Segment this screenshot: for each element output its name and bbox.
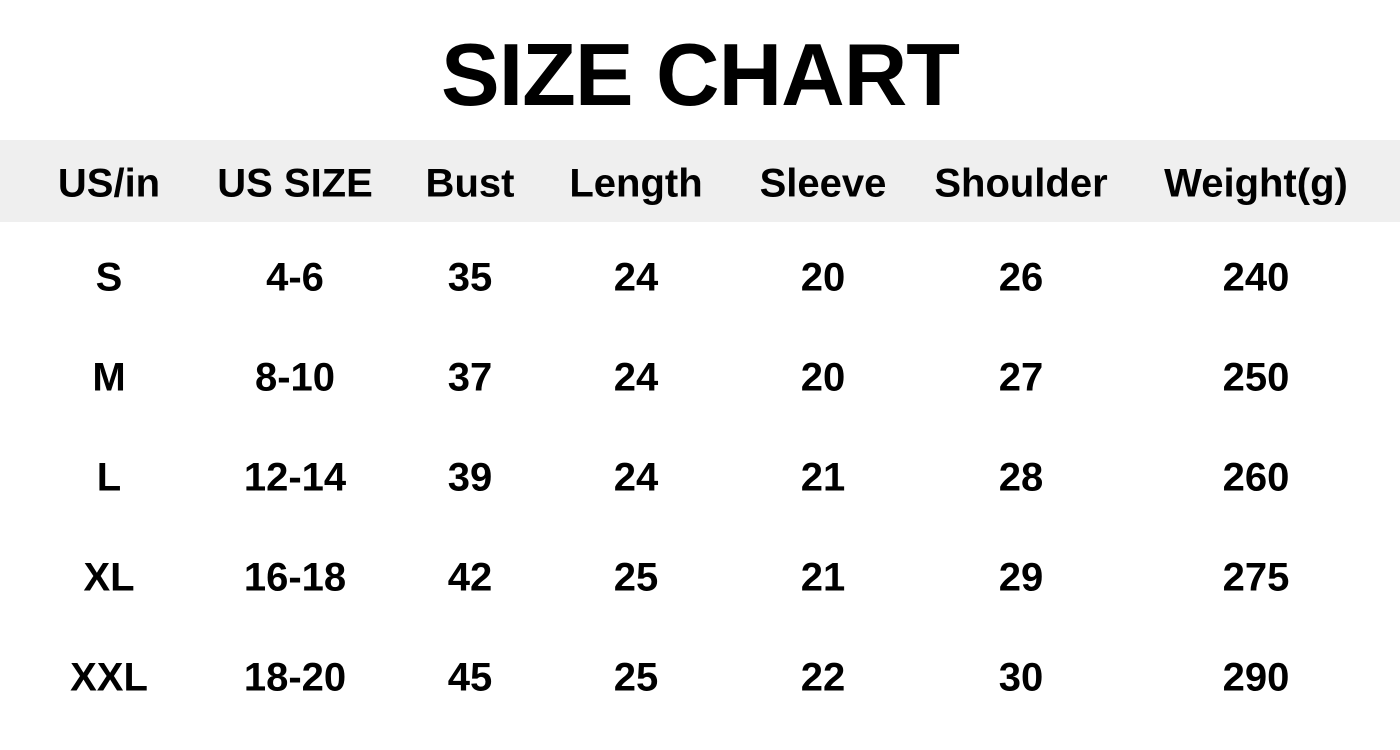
- table-cell: 27: [998, 355, 1044, 400]
- table-cell: S: [95, 255, 123, 300]
- table-cell: 28: [998, 455, 1044, 500]
- table-cell: 275: [1222, 555, 1290, 600]
- table-cell: 45: [447, 655, 493, 700]
- table-cell: 22: [800, 655, 846, 700]
- table-cell: 21: [800, 455, 846, 500]
- column-header: US/in: [57, 161, 161, 206]
- table-cell: 24: [613, 255, 659, 300]
- table-cell: 4-6: [266, 255, 324, 300]
- table-cell: 26: [998, 255, 1044, 300]
- table-cell: 35: [447, 255, 493, 300]
- table-cell: 290: [1222, 655, 1290, 700]
- table-cell: 29: [998, 555, 1044, 600]
- table-cell: 24: [613, 355, 659, 400]
- table-cell: 16-18: [243, 555, 347, 600]
- table-cell: M: [92, 355, 126, 400]
- table-cell: 260: [1222, 455, 1290, 500]
- table-cell: 250: [1222, 355, 1290, 400]
- table-cell: 25: [613, 555, 659, 600]
- column-header: Sleeve: [759, 161, 887, 206]
- column-header: Length: [569, 161, 703, 206]
- column-header: Shoulder: [934, 161, 1108, 206]
- column-header: Bust: [425, 161, 515, 206]
- table-cell: L: [96, 455, 122, 500]
- table-cell: 12-14: [243, 455, 347, 500]
- table-cell: 240: [1222, 255, 1290, 300]
- column-header: US SIZE: [217, 161, 373, 206]
- table-cell: 24: [613, 455, 659, 500]
- table-cell: 39: [447, 455, 493, 500]
- table-cell: 42: [447, 555, 493, 600]
- page-title: SIZE CHART: [441, 25, 960, 124]
- table-cell: 37: [447, 355, 493, 400]
- column-header: Weight(g): [1164, 161, 1348, 206]
- table-cell: 8-10: [254, 355, 336, 400]
- table-cell: 30: [998, 655, 1044, 700]
- table-cell: XL: [83, 555, 135, 600]
- table-cell: 18-20: [243, 655, 347, 700]
- table-cell: 20: [800, 355, 846, 400]
- table-cell: XXL: [70, 655, 148, 700]
- table-cell: 25: [613, 655, 659, 700]
- table-cell: 21: [800, 555, 846, 600]
- table-header: [0, 140, 1400, 222]
- table-cell: 20: [800, 255, 846, 300]
